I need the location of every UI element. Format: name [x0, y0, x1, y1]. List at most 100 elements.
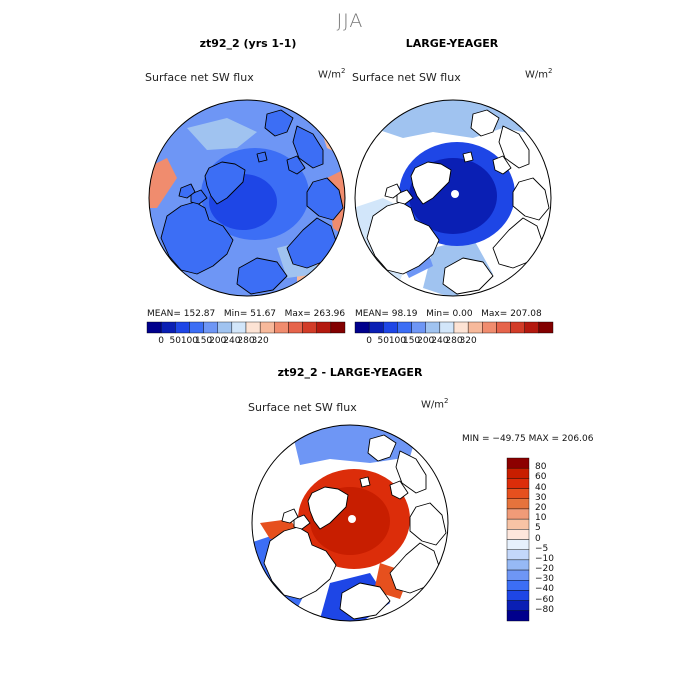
- colorbar-tick-label: 20: [535, 502, 547, 513]
- units-label-diff: W/m2: [421, 397, 449, 411]
- colorbar-swatch: [411, 321, 426, 334]
- stats-model: MEAN= 152.87 Min= 51.67 Max= 263.96: [147, 309, 346, 319]
- coastline-greenland: [410, 161, 452, 205]
- colorbar-tick-label: 200: [417, 336, 435, 346]
- colorbar-tick-label: −20: [535, 564, 554, 575]
- coastline-svalbard: [359, 476, 371, 488]
- colorbar-swatch: [506, 600, 530, 612]
- coastline-svalbard: [256, 151, 268, 163]
- coastline-siberia: [512, 177, 550, 221]
- map-border: [251, 424, 449, 622]
- variable-label-diff: Surface net SW flux: [248, 401, 357, 414]
- variable-label-model: Surface net SW flux: [145, 71, 254, 84]
- max-value-obs: 207.08: [510, 309, 542, 319]
- colorbar-tick-label: 80: [535, 462, 547, 473]
- colorbar-swatch: [506, 569, 530, 581]
- map-body: [355, 100, 551, 296]
- coastline-siberia: [306, 177, 344, 221]
- coastline-novaya: [389, 480, 409, 500]
- colorbar-swatch: [506, 518, 530, 530]
- colorbar-tick-label: 0: [158, 336, 164, 346]
- colorbar-tick-label: 50: [169, 336, 181, 346]
- colorbar-swatch: [482, 321, 497, 334]
- stats-diff: MIN = −49.75 MAX = 206.06: [462, 434, 594, 444]
- colorbar-swatch: [506, 590, 530, 601]
- colorbar-swatch: [510, 321, 525, 334]
- colorbar-tick-label: −30: [535, 574, 554, 585]
- colorbar-swatch: [425, 321, 441, 334]
- colorbar-tick-label: 100: [180, 336, 199, 346]
- coastline-europe: [498, 125, 530, 169]
- colorbar-tick-label: −60: [535, 594, 554, 605]
- colorbar-swatch: [231, 321, 247, 334]
- coastline-scandinavia: [367, 434, 397, 462]
- colorbar-swatch: [397, 321, 412, 334]
- colorbar-swatch: [439, 321, 455, 334]
- coastline-siberia: [409, 502, 447, 546]
- colorbar-swatch: [203, 321, 218, 334]
- coastline-baffin: [281, 508, 299, 524]
- colorbar-swatch: [302, 321, 317, 334]
- colorbar-swatch: [506, 457, 530, 469]
- coastline-svalbard: [462, 151, 474, 163]
- colorbar-swatch: [506, 549, 530, 561]
- colorbar-tick-label: 30: [535, 492, 547, 503]
- colorbar-tick-label: 150: [194, 336, 213, 346]
- figure-title: JJA: [336, 10, 364, 32]
- colorbar-swatch: [330, 321, 346, 334]
- colorbar-swatch: [524, 321, 540, 334]
- colorbar-tick-label: 40: [535, 482, 547, 493]
- colorbar-tick-label: −5: [535, 543, 549, 554]
- pole-hole: [348, 515, 356, 523]
- mean-value-model: 152.87: [183, 309, 216, 319]
- panel-title-obs: LARGE-YEAGER: [405, 37, 499, 50]
- colorbar-swatch: [368, 321, 384, 334]
- coastline-archipelago: [396, 189, 414, 205]
- colorbar-tick-label: 10: [535, 513, 547, 524]
- colorbar-swatch: [506, 478, 530, 489]
- coastline-baffin: [384, 183, 402, 199]
- colorbar-swatch: [506, 488, 530, 499]
- colorbar-swatch: [160, 321, 176, 334]
- colorbar-swatch: [538, 321, 554, 334]
- units-label-model: W/m2: [318, 67, 346, 81]
- coastline-archipelago: [190, 189, 208, 205]
- coastline-novaya: [492, 155, 512, 175]
- colorbar-swatch: [467, 321, 483, 334]
- colorbar-swatch: [506, 610, 530, 622]
- polar-map-diff: [251, 424, 449, 622]
- coastline-scandinavia: [470, 109, 500, 137]
- colorbar-swatch: [383, 321, 398, 334]
- colorbar-swatch: [217, 321, 233, 334]
- panel-title-model: zt92_2 (yrs 1-1): [199, 37, 297, 50]
- coastline-greenland: [204, 161, 246, 205]
- colorbar-tick-label: −80: [535, 604, 554, 615]
- colorbar-swatch: [453, 321, 469, 334]
- coastline-alaska: [236, 257, 288, 295]
- min-value-obs: 0.00: [452, 309, 473, 319]
- colorbar-swatch: [354, 321, 370, 334]
- polar-map-obs: [354, 99, 552, 297]
- colorbar-tick-label: 320: [459, 336, 477, 346]
- coastline-europe: [292, 125, 324, 169]
- variable-label-obs: Surface net SW flux: [352, 71, 461, 84]
- coastline-baffin: [178, 183, 196, 199]
- map-body: [149, 100, 345, 296]
- coastline-greenland: [307, 486, 349, 530]
- colorbar-swatch: [506, 539, 530, 550]
- colorbar-swatch: [506, 529, 530, 540]
- colorbar-tick-label: 240: [431, 336, 449, 346]
- map-border: [148, 99, 346, 297]
- min-value-model: 51.67: [250, 309, 277, 319]
- colorbar-tick-label: 60: [535, 472, 547, 483]
- colorbar-swatch: [316, 321, 332, 334]
- colorbar-swatch: [146, 321, 162, 334]
- low-latitude-patch: [149, 158, 177, 208]
- colorbar-tick-label: 150: [402, 336, 421, 346]
- colorbar-swatch: [288, 321, 303, 334]
- colorbar-diff: [506, 457, 530, 622]
- colorbar-tick-label: 240: [223, 336, 241, 346]
- colorbar-tick-label: 280: [445, 336, 463, 346]
- mid-latitude-patch: [187, 118, 257, 150]
- colorbar-tick-label: 280: [237, 336, 255, 346]
